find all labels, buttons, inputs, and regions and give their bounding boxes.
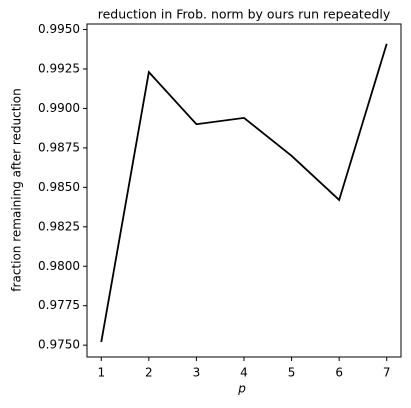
y-tick-label: 0.9775 <box>38 298 80 312</box>
x-tick-label: 4 <box>240 366 248 380</box>
y-tick-label: 0.9750 <box>38 338 80 352</box>
y-tick-label: 0.9950 <box>38 22 80 36</box>
y-axis-label: fraction remaining after reduction <box>10 88 24 291</box>
x-tick-label: 6 <box>335 366 343 380</box>
x-tick-label: 5 <box>288 366 296 380</box>
y-tick-label: 0.9825 <box>38 219 80 233</box>
x-axis-label: p <box>237 382 246 396</box>
y-tick-label: 0.9800 <box>38 259 80 273</box>
data-line <box>100 43 388 343</box>
y-tick-label: 0.9900 <box>38 101 80 115</box>
plot-frame <box>86 23 402 358</box>
y-tick-label: 0.9875 <box>38 140 80 154</box>
y-tick-label: 0.9925 <box>38 61 80 75</box>
chart-title: reduction in Frob. norm by ours run repe… <box>98 7 391 22</box>
x-tick-label: 1 <box>97 366 105 380</box>
x-tick-label: 3 <box>193 366 201 380</box>
y-tick-label: 0.9850 <box>38 180 80 194</box>
x-tick-label: 2 <box>145 366 153 380</box>
x-tick-label: 7 <box>383 366 391 380</box>
